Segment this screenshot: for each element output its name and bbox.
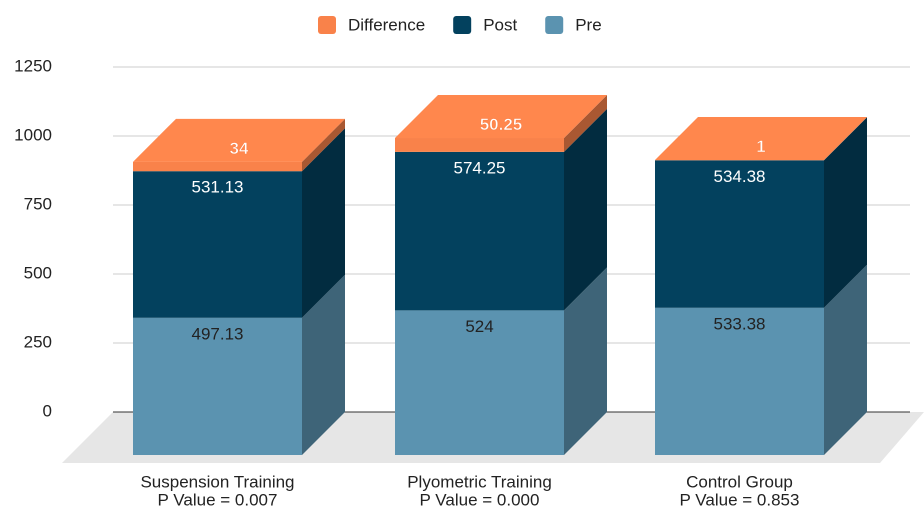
bar-segment xyxy=(133,171,302,318)
data-label: 497.13 xyxy=(192,324,244,343)
bar-segment xyxy=(395,151,564,311)
data-label: 1 xyxy=(756,137,765,156)
bar-segment xyxy=(395,310,564,455)
y-tick-label: 0 xyxy=(43,401,52,420)
y-tick-label: 1250 xyxy=(14,56,52,75)
x-tick-label: Plyometric Training xyxy=(407,472,552,491)
data-label: 574.25 xyxy=(454,158,506,177)
legend-swatch xyxy=(453,16,472,34)
bar-top xyxy=(655,117,867,161)
bar-segment xyxy=(395,138,564,152)
legend-swatch xyxy=(318,16,336,34)
bar-segment xyxy=(133,317,302,455)
data-label: 50.25 xyxy=(480,115,523,134)
bar-side xyxy=(824,117,867,308)
x-tick-label: Suspension Training xyxy=(140,472,294,491)
bar-side xyxy=(302,128,345,318)
legend-label: Difference xyxy=(348,15,425,34)
y-tick-label: 500 xyxy=(24,263,52,282)
bar-side xyxy=(824,117,867,161)
x-tick-label: P Value = 0.853 xyxy=(680,490,800,509)
y-tick-label: 1000 xyxy=(14,125,52,144)
bar-top xyxy=(395,95,607,139)
y-tick-label: 250 xyxy=(24,332,52,351)
bar-side xyxy=(824,264,867,455)
legend-swatch xyxy=(545,16,564,34)
data-label: 34 xyxy=(230,139,249,158)
legend-label: Post xyxy=(483,15,517,34)
bar-side xyxy=(302,118,345,172)
bar-segment xyxy=(655,160,824,308)
x-tick-label: P Value = 0.007 xyxy=(158,490,278,509)
x-tick-label: Control Group xyxy=(686,472,793,491)
y-tick-label: 750 xyxy=(24,194,52,213)
bar-top xyxy=(133,118,345,162)
bar-side xyxy=(302,274,345,455)
bar-side xyxy=(564,267,607,455)
data-label: 531.13 xyxy=(192,178,244,197)
bar-segment xyxy=(655,307,824,455)
bar-side xyxy=(564,95,607,152)
data-label: 524 xyxy=(465,317,493,336)
bar-side xyxy=(564,108,607,311)
data-label: 533.38 xyxy=(714,314,766,333)
data-label: 534.38 xyxy=(714,167,766,186)
bar-segment xyxy=(133,161,302,172)
legend-label: Pre xyxy=(575,15,601,34)
x-tick-label: P Value = 0.000 xyxy=(420,490,540,509)
